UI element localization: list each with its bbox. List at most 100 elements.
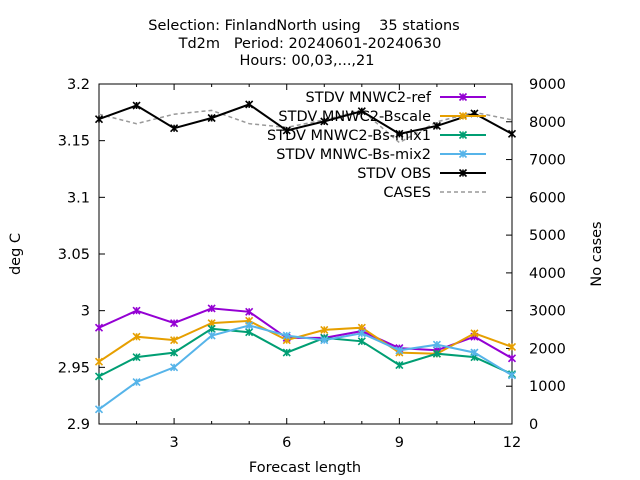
data-point [94, 372, 104, 381]
data-point [170, 363, 179, 372]
data-point [245, 307, 254, 316]
y2-tick-label: 8000 [529, 115, 566, 131]
data-point [132, 332, 141, 341]
data-point [357, 337, 366, 346]
x-tick-label: 12 [503, 435, 521, 451]
legend-label: STDV MNWC2-Bs-mix1 [267, 128, 431, 144]
data-point [132, 101, 141, 110]
legend-marker [458, 130, 468, 140]
data-point [357, 329, 366, 338]
data-point [245, 100, 254, 109]
data-point [432, 121, 441, 130]
legend-label: STDV MNWC2-Bscale [278, 109, 431, 125]
data-point [282, 126, 291, 135]
data-point [207, 304, 216, 313]
data-point [207, 331, 216, 340]
legend-item: CASES [383, 185, 486, 201]
legend-marker [458, 111, 468, 121]
y-tick-label: 2.9 [67, 417, 90, 433]
y2-tick-label: 2000 [529, 341, 566, 357]
data-point [170, 336, 179, 345]
series-line [98, 103, 513, 135]
data-point [132, 306, 141, 315]
y2-tick-label: 7000 [529, 153, 566, 169]
data-point [170, 124, 179, 133]
y2-tick-label: 4000 [529, 266, 566, 282]
data-point [470, 329, 479, 338]
y2-tick-label: 0 [529, 417, 538, 433]
data-point [320, 336, 329, 345]
data-point [170, 348, 179, 357]
title-line-2: Td2m Period: 20240601-20240630 [178, 36, 442, 52]
data-point [207, 324, 216, 333]
y-tick-label: 3 [81, 304, 90, 320]
x-tick-label: 9 [395, 435, 404, 451]
series-line [98, 307, 513, 360]
data-point [395, 129, 404, 138]
series-0 [94, 304, 517, 363]
data-point [245, 321, 254, 330]
data-point [94, 115, 104, 124]
data-point [94, 357, 104, 366]
x-tick-label: 3 [169, 435, 178, 451]
data-point [507, 371, 517, 380]
x-axis-label: Forecast length [249, 460, 361, 476]
y-axis-label: deg C [8, 233, 24, 275]
legend-label: STDV MNWC-Bs-mix2 [276, 147, 431, 163]
data-point [357, 107, 366, 116]
y2-tick-label: 9000 [529, 77, 566, 93]
series-line [98, 319, 513, 363]
series-1 [94, 316, 517, 366]
data-point [432, 349, 441, 358]
data-point [432, 340, 441, 349]
x-tick-label: 6 [282, 435, 291, 451]
data-point [94, 323, 104, 332]
axis-ticks: 2.9 2.95 3 3.05 3.1 3.15 3.2 0 1000 2000 3000 4000 5… [58, 77, 566, 451]
y2-tick-label: 1000 [529, 379, 566, 395]
y2-tick-label: 3000 [529, 304, 566, 320]
series-line [98, 324, 513, 411]
legend-item: STDV MNWC2-Bscale [278, 109, 486, 125]
data-point [507, 342, 517, 351]
data-point [395, 346, 404, 355]
data-point [132, 353, 141, 362]
legend-marker [458, 149, 468, 159]
data-point [245, 328, 254, 337]
y2-tick-label: 6000 [529, 190, 566, 206]
data-point [282, 348, 291, 357]
data-point [282, 331, 291, 340]
y2-axis-label: No cases [589, 221, 605, 286]
legend-item: STDV OBS [357, 166, 486, 182]
y-tick-label: 3.05 [58, 247, 90, 263]
data-point [470, 348, 479, 357]
series-5 [98, 109, 513, 144]
y-tick-label: 3.15 [58, 134, 90, 150]
series-line [98, 109, 513, 144]
legend-label: CASES [383, 185, 431, 201]
data-point [320, 117, 329, 126]
data-point [507, 354, 517, 363]
legend-label: STDV OBS [357, 166, 431, 182]
data-point [395, 361, 404, 370]
data-point [94, 405, 104, 414]
chart-title: Selection: FinlandNorth using 35 station… [148, 18, 459, 69]
series-2 [94, 324, 517, 381]
title-line-3: Hours: 00,03,...,21 [240, 53, 375, 69]
legend: STDV MNWC2-ref STDV MNWC2-Bscale STDV MNWC… [267, 90, 486, 201]
legend-label: STDV MNWC2-ref [306, 90, 432, 106]
data-point [507, 129, 517, 138]
legend-marker [458, 168, 468, 178]
data-point [320, 325, 329, 334]
series-line [98, 327, 513, 378]
y2-tick-label: 5000 [529, 228, 566, 244]
y-tick-label: 2.95 [58, 360, 90, 376]
data-point [170, 319, 179, 328]
series-3 [94, 321, 517, 414]
data-point [207, 113, 216, 123]
legend-item: STDV MNWC2-ref [306, 90, 486, 106]
legend-item: STDV MNWC2-Bs-mix1 [267, 128, 486, 144]
legend-item: STDV MNWC-Bs-mix2 [276, 147, 486, 163]
data-point [132, 378, 141, 387]
y-tick-label: 3.1 [67, 190, 90, 206]
